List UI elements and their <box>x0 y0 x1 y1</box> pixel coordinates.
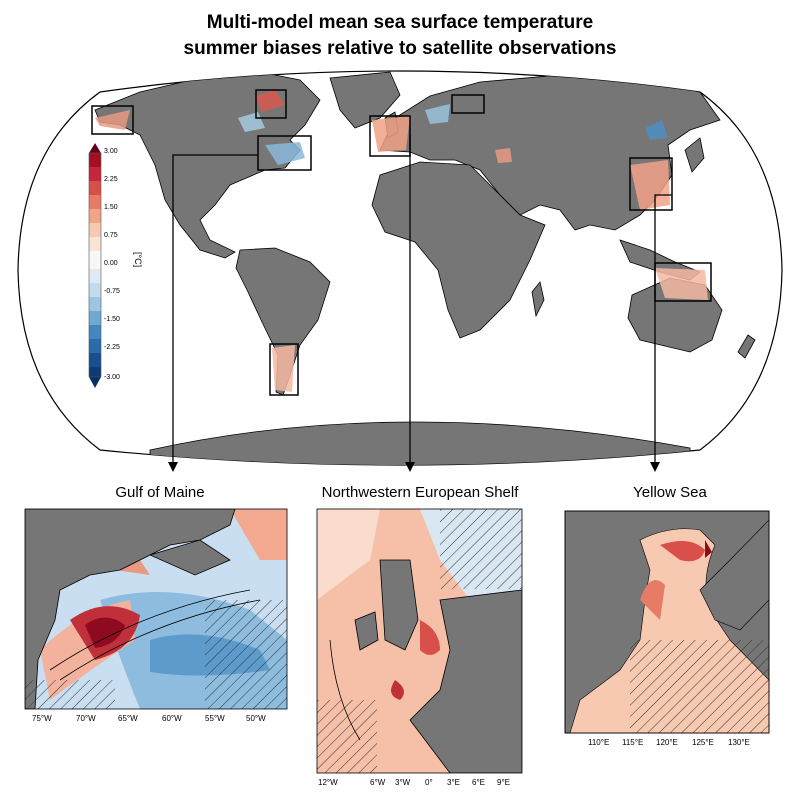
colorbar-tick: 3.00 <box>104 148 118 155</box>
panel-title-yellow-sea: Yellow Sea <box>633 484 707 501</box>
x-tick: 120°E <box>656 738 678 747</box>
panel-title-nw-european-shelf: Northwestern European Shelf <box>321 484 519 501</box>
colorbar-tick: -0.75 <box>104 288 120 295</box>
x-tick: 125°E <box>692 738 714 747</box>
colorbar-tick: 2.25 <box>104 176 118 183</box>
figure-title-line1: Multi-model mean sea surface temperature <box>206 12 594 33</box>
colorbar-tick: -3.00 <box>104 374 120 381</box>
colorbar-tick: 0.75 <box>104 232 118 239</box>
x-tick: 75°W <box>32 714 52 723</box>
africa-landmass <box>371 161 546 339</box>
colorbar <box>88 143 102 388</box>
x-tick: 6°E <box>472 778 485 787</box>
colorbar-tick: -2.25 <box>104 344 120 351</box>
x-tick: 55°W <box>205 714 225 723</box>
region-boxes <box>91 89 712 396</box>
x-tick: 115°E <box>622 738 644 747</box>
x-tick: 6°W <box>370 778 386 787</box>
colorbar-label: [°C] <box>133 252 143 268</box>
colorbar-tick: 1.50 <box>104 204 118 211</box>
greenland-landmass <box>329 71 401 129</box>
colorbar-tick: -1.50 <box>104 316 120 323</box>
world-map <box>17 70 783 472</box>
figure-title-line2: summer biases relative to satellite obse… <box>183 38 617 59</box>
x-tick: 110°E <box>588 738 610 747</box>
x-tick: 130°E <box>728 738 750 747</box>
x-tick: 50°W <box>246 714 266 723</box>
panel-yellow-sea <box>564 510 770 734</box>
antarctica-landmass <box>149 421 691 465</box>
colorbar-tick: 0.00 <box>104 260 118 267</box>
x-tick: 70°W <box>76 714 96 723</box>
panel-nw-european-shelf <box>316 508 523 774</box>
x-tick: 9°E <box>497 778 510 787</box>
panel-gulf-of-maine <box>24 508 288 710</box>
x-tick: 3°E <box>447 778 460 787</box>
x-tick: 12°W <box>318 778 338 787</box>
panel-title-gulf-of-maine: Gulf of Maine <box>115 484 205 501</box>
x-tick: 65°W <box>118 714 138 723</box>
x-tick: 3°W <box>395 778 411 787</box>
x-tick: 60°W <box>162 714 182 723</box>
x-tick: 0° <box>425 778 433 787</box>
